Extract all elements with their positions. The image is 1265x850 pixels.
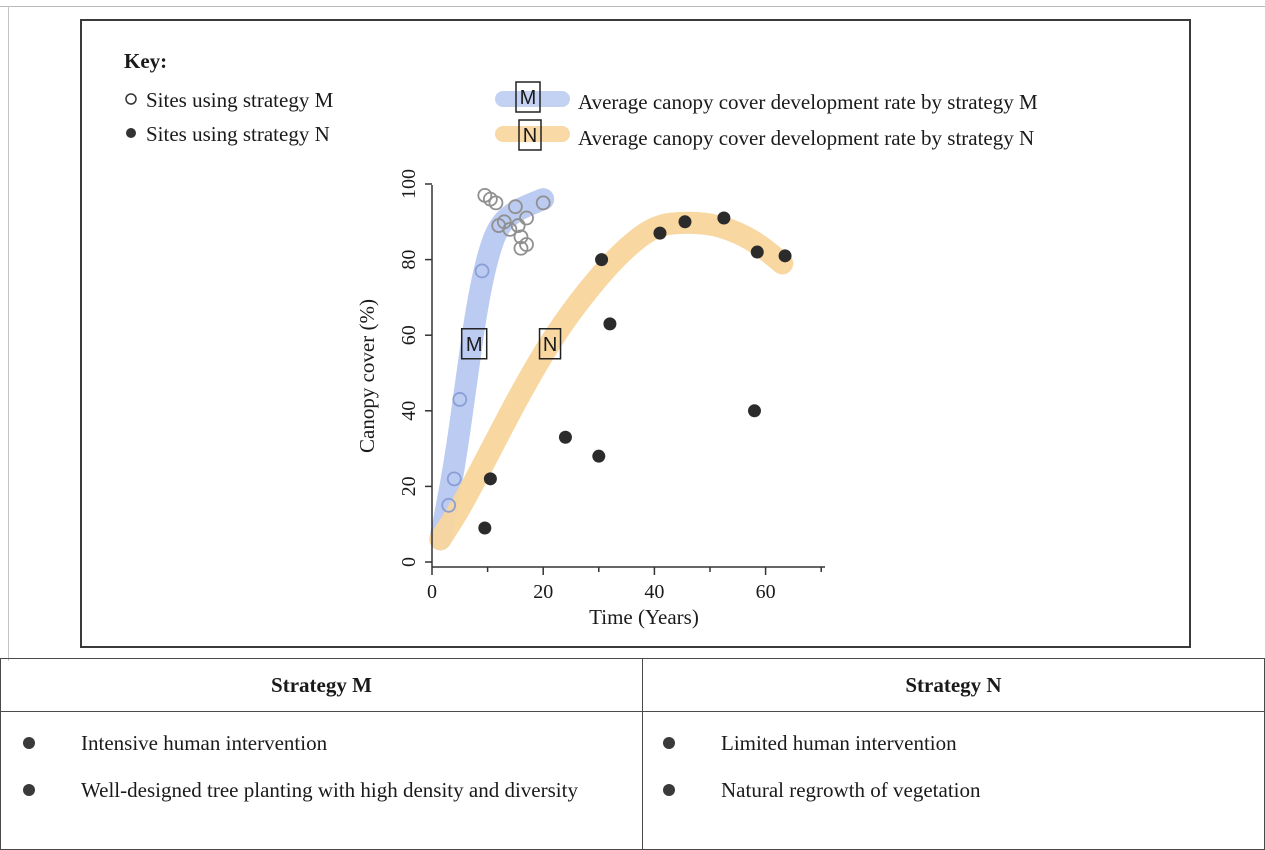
table-header-row: Strategy M Strategy N [0, 658, 1265, 712]
key-box-n-label: N [523, 125, 537, 147]
y-tick-label: 20 [398, 476, 420, 496]
strategy-table: Strategy M Strategy N Intensive human in… [0, 658, 1265, 850]
strategy-m-cell: Intensive human intervention Well-design… [0, 711, 643, 850]
bullet-icon [23, 784, 35, 796]
chart-canvas: Key: Sites using strategy M Sites using … [124, 49, 1038, 629]
list-item-text: Limited human intervention [721, 731, 957, 755]
point-strategy-m [452, 392, 468, 407]
point-strategy-n [603, 317, 617, 331]
key-title: Key: [124, 49, 167, 73]
point-strategy-n [750, 245, 764, 259]
top-rule [0, 6, 1265, 7]
list-item: Intensive human intervention [1, 720, 642, 767]
point-strategy-m [441, 497, 457, 513]
x-tick-label: 40 [644, 581, 664, 603]
point-strategy-m [510, 218, 526, 233]
header-strategy-n: Strategy N [642, 658, 1265, 712]
key-box-m-label: M [520, 87, 537, 109]
trend-bands [429, 188, 794, 551]
annotation-box-m [460, 328, 488, 360]
x-tick-label: 0 [427, 581, 437, 603]
point-strategy-n [483, 472, 497, 486]
data-points [441, 187, 792, 535]
list-item-text: Intensive human intervention [81, 731, 328, 755]
point-strategy-m [507, 199, 523, 215]
point-strategy-n [653, 226, 667, 240]
point-strategy-m [474, 263, 490, 279]
y-tick-label: 0 [398, 557, 420, 567]
key-box-n [518, 119, 542, 151]
point-strategy-m [502, 221, 518, 237]
key-filled-circle-icon [126, 128, 136, 138]
key-sites-n: Sites using strategy N [146, 122, 330, 146]
point-strategy-n [747, 404, 761, 418]
axes [431, 185, 825, 568]
key-open-circle-icon [125, 93, 137, 105]
point-strategy-n [592, 449, 606, 463]
point-strategy-n [595, 253, 609, 267]
annotation-label-m: M [466, 334, 483, 356]
key-rate-m: Average canopy cover development rate by… [578, 90, 1038, 114]
y-axis-label: Canopy cover (%) [355, 299, 379, 453]
point-strategy-n [778, 249, 792, 263]
header-strategy-m: Strategy M [0, 658, 643, 712]
strategy-n-cell: Limited human intervention Natural regro… [642, 711, 1265, 850]
left-rule [8, 6, 9, 661]
y-tick-label: 100 [398, 169, 420, 199]
y-tick-label: 40 [398, 401, 420, 421]
x-tick-label: 60 [756, 581, 776, 603]
bullet-icon [663, 737, 675, 749]
x-axis-label: Time (Years) [589, 605, 699, 629]
point-strategy-n [717, 211, 731, 225]
key-rate-n: Average canopy cover development rate by… [578, 126, 1034, 150]
chart-frame: Key: Sites using strategy M Sites using … [80, 19, 1191, 648]
point-strategy-m [519, 237, 534, 252]
key-box-m [515, 81, 541, 113]
point-strategy-m [488, 195, 504, 211]
axis-ticks: 0 20 40 60 80 100 0 20 40 60 [398, 169, 822, 603]
list-item: Limited human intervention [643, 720, 1264, 767]
list-item: Well-designed tree planting with high de… [1, 767, 642, 814]
trend-band-n [429, 211, 794, 551]
point-strategy-m [446, 471, 462, 487]
list-item: Natural regrowth of vegetation [643, 767, 1264, 814]
point-strategy-n [678, 215, 692, 229]
key-sites-m: Sites using strategy M [146, 88, 334, 112]
x-tick-label: 20 [533, 581, 553, 603]
bullet-icon [23, 737, 35, 749]
bullet-icon [663, 784, 675, 796]
annotation-label-n: N [543, 334, 557, 356]
strategy-n-list: Limited human intervention Natural regro… [643, 712, 1264, 814]
point-strategy-n [478, 521, 492, 535]
point-strategy-n [558, 430, 572, 444]
y-tick-label: 80 [398, 250, 420, 270]
list-item-text: Well-designed tree planting with high de… [81, 778, 578, 802]
list-item-text: Natural regrowth of vegetation [721, 778, 981, 802]
strategy-m-list: Intensive human intervention Well-design… [1, 712, 642, 814]
point-strategy-m [519, 210, 534, 226]
table-body-row: Intensive human intervention Well-design… [0, 711, 1265, 850]
annotation-box-n [538, 328, 562, 360]
trend-band-m [429, 188, 555, 551]
point-strategy-m [535, 195, 551, 211]
y-tick-label: 60 [398, 325, 420, 345]
